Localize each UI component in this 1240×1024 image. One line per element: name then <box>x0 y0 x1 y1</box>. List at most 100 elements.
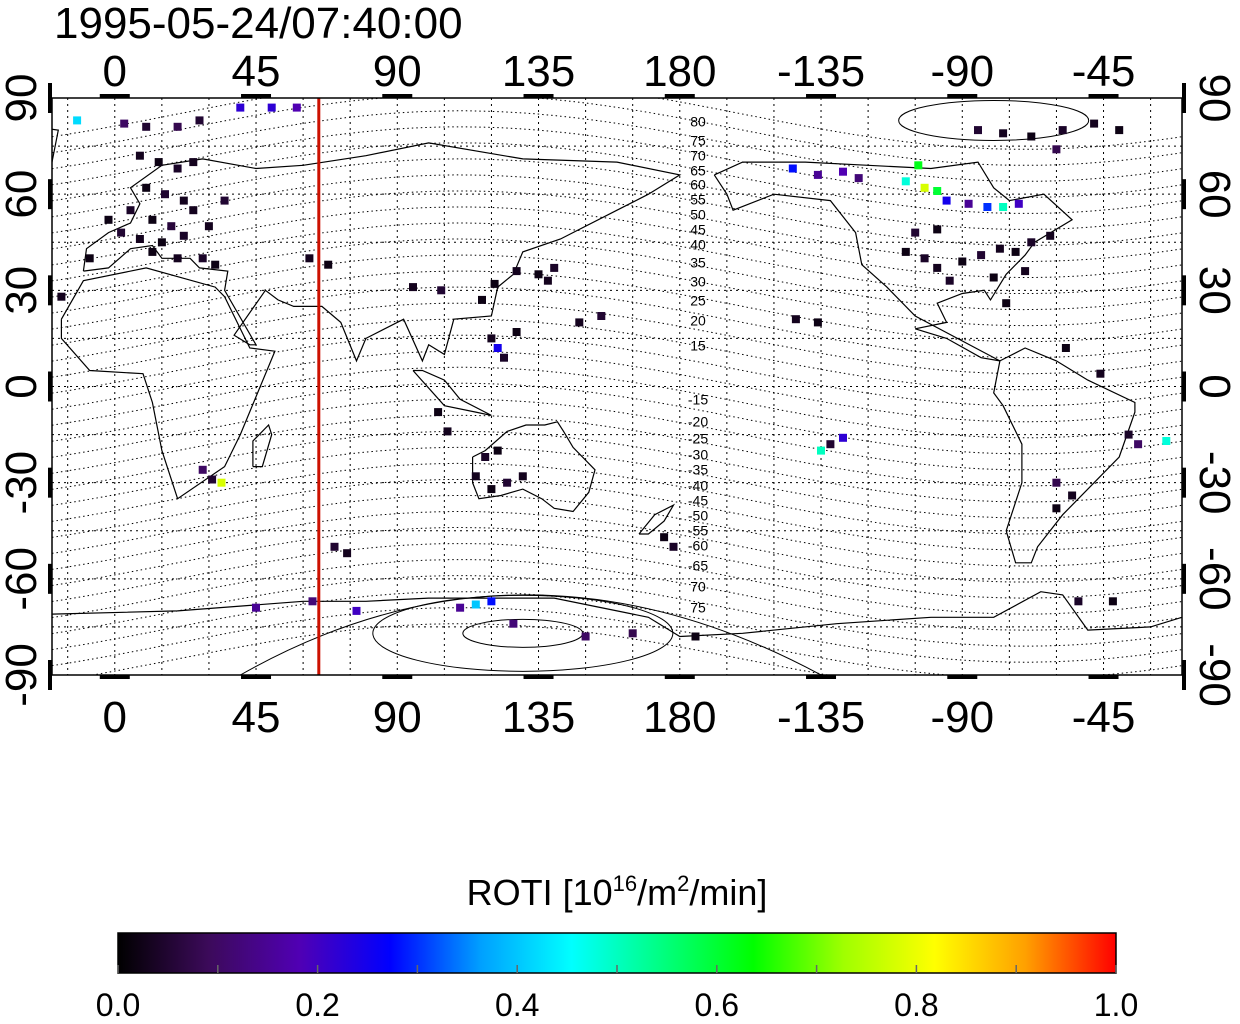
contour-label: -60 <box>688 538 708 554</box>
y-tick-label-left: -60 <box>0 547 46 611</box>
colorbar-tick-label: 1.0 <box>1094 987 1138 1023</box>
roti-point <box>1124 430 1133 439</box>
x-tick-top <box>99 94 130 98</box>
roti-point <box>493 344 502 352</box>
roti-point <box>330 542 339 551</box>
roti-point <box>1052 145 1061 154</box>
roti-point <box>173 122 182 131</box>
south-pole-oval-outer <box>240 594 822 675</box>
coast-eurasia <box>82 142 682 363</box>
contour-label: 80 <box>690 114 706 130</box>
roti-point <box>1058 126 1067 135</box>
roti-point <box>1134 440 1143 449</box>
roti-point <box>691 632 700 641</box>
roti-point <box>509 619 518 628</box>
x-tick-bottom <box>99 675 130 679</box>
roti-point <box>518 472 527 481</box>
roti-point <box>901 247 910 256</box>
roti-point <box>791 315 800 324</box>
x-tick-label-bottom: -135 <box>777 693 865 742</box>
y-tick-label-left: 0 <box>0 374 46 398</box>
roti-point <box>581 632 590 641</box>
x-tick-top <box>947 94 978 98</box>
colorbar-tick-label: 0.2 <box>295 987 339 1023</box>
roti-point <box>167 222 176 231</box>
contour-label: 75 <box>690 600 706 616</box>
y-tick-left <box>48 83 52 113</box>
y-tick-left <box>48 563 52 594</box>
roti-point <box>456 603 465 612</box>
roti-point <box>550 263 559 272</box>
contour-label: 15 <box>690 338 706 354</box>
roti-point <box>195 116 204 125</box>
roti-point <box>1061 344 1070 352</box>
x-tick-label-top: 135 <box>502 47 575 96</box>
x-tick-label-bottom: 0 <box>103 693 127 742</box>
coast-new-zealand <box>638 503 676 535</box>
y-tick-left <box>48 275 52 306</box>
roti-point <box>198 254 207 263</box>
contour-labels: 8075706560555045403530252015-15-20-25-30… <box>688 114 708 616</box>
roti-point <box>1052 504 1061 513</box>
contour-label: 40 <box>690 237 706 253</box>
roti-point <box>211 260 220 269</box>
x-tick-label-bottom: 45 <box>232 693 281 742</box>
x-tick-bottom <box>1088 675 1119 679</box>
roti-point <box>1027 238 1036 247</box>
x-tick-label-bottom: 135 <box>502 693 575 742</box>
coast-madagascar <box>252 423 273 468</box>
x-tick-top <box>382 94 413 98</box>
roti-point <box>173 254 182 263</box>
roti-point <box>1115 126 1124 135</box>
magnetic-latitude-contours <box>52 98 1182 675</box>
roti-point <box>503 478 512 487</box>
roti-point <box>933 225 942 234</box>
x-tick-top <box>806 94 837 98</box>
roti-point <box>57 292 66 301</box>
contour-label: -15 <box>688 392 708 408</box>
roti-point <box>471 600 480 609</box>
roti-point <box>471 472 480 481</box>
x-tick-label-bottom: 90 <box>373 693 422 742</box>
roti-point <box>490 279 499 288</box>
roti-point <box>220 196 229 205</box>
y-tick-label-left: -30 <box>0 451 46 515</box>
roti-point <box>148 247 157 256</box>
contour-label: -65 <box>688 558 708 574</box>
coast-south-america <box>993 347 1136 564</box>
x-tick-bottom <box>664 675 695 679</box>
y-tick-left <box>48 660 52 690</box>
roti-point <box>267 103 276 112</box>
roti-point <box>120 119 129 128</box>
roti-point <box>1027 132 1036 141</box>
roti-point <box>487 334 496 343</box>
contour-label: -30 <box>688 447 708 463</box>
contour-label: 45 <box>690 222 706 238</box>
coast-greenland <box>52 128 60 163</box>
roti-point <box>575 318 584 327</box>
contour-label: 35 <box>690 255 706 271</box>
roti-point <box>817 446 825 455</box>
colorbar-tick-label: 0.8 <box>894 987 938 1023</box>
colorbar-tick-label: 0.6 <box>695 987 739 1023</box>
x-tick-bottom <box>947 675 978 679</box>
y-tick-label-left: 30 <box>0 266 46 315</box>
contour-label: 65 <box>690 163 706 179</box>
contour-label: -40 <box>688 478 708 494</box>
roti-point <box>142 122 151 131</box>
roti-point <box>788 164 797 173</box>
x-tick-top <box>664 94 695 98</box>
roti-point <box>198 465 207 474</box>
roti-point <box>660 533 669 542</box>
roti-point <box>974 126 982 135</box>
y-tick-label-right: -60 <box>1190 547 1239 611</box>
contour-label: 60 <box>690 177 706 193</box>
roti-point <box>1052 478 1061 487</box>
y-tick-label-left: 60 <box>0 170 46 219</box>
roti-point <box>1074 597 1083 606</box>
roti-point <box>512 328 521 336</box>
roti-point <box>534 270 543 279</box>
north-pole-oval <box>898 99 1090 141</box>
roti-point <box>478 295 486 304</box>
